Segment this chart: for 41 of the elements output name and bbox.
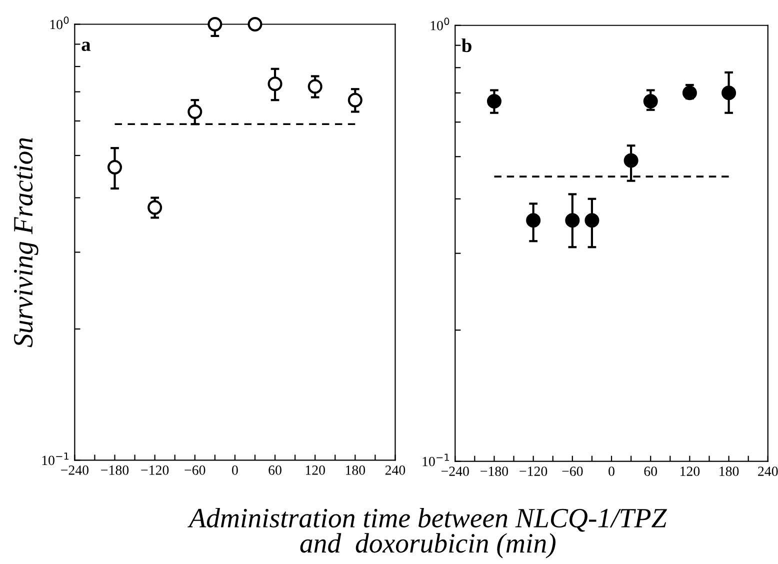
point xyxy=(486,94,502,108)
x-tick-label: −120 xyxy=(141,465,169,475)
point xyxy=(108,160,122,174)
x-tick-label: −60 xyxy=(184,465,206,475)
point xyxy=(188,104,202,119)
x-tick-label: 60 xyxy=(268,465,282,475)
x-tick-label: −120 xyxy=(520,466,548,476)
x-tick-label: 60 xyxy=(644,466,658,476)
x-tick-label: 180 xyxy=(720,466,739,476)
point xyxy=(268,76,282,92)
x-tick-label: 120 xyxy=(306,465,325,475)
x-tick-label: −180 xyxy=(101,465,129,475)
point xyxy=(148,200,162,215)
point xyxy=(208,16,222,32)
y-tick-label: 10$^{−1}$ xyxy=(422,454,449,466)
point xyxy=(308,79,322,94)
point xyxy=(584,213,600,228)
x-tick-label: 120 xyxy=(680,466,700,476)
y-tick-label: 10$^{−1}$ xyxy=(42,452,69,466)
y-axis-title: Surviving Fraction xyxy=(14,138,38,348)
point xyxy=(526,213,541,228)
point xyxy=(643,94,658,108)
x-tick-label: 180 xyxy=(346,465,366,475)
point xyxy=(565,213,580,228)
x-axis-title: Administration time between NLCQ-1/TPZ and doxorubicin (min) xyxy=(188,508,667,558)
y-tick-label: 10$^{0}$ xyxy=(50,16,69,30)
annotation: b xyxy=(462,38,472,52)
x-tick-label: −180 xyxy=(480,466,508,476)
point xyxy=(624,153,638,168)
x-tick-label: −60 xyxy=(562,466,583,476)
annotation: a xyxy=(82,42,91,52)
x-tick-label: −240 xyxy=(61,465,88,475)
point xyxy=(348,92,362,108)
x-tick-label: 0 xyxy=(608,466,614,476)
point xyxy=(722,86,736,100)
y-tick-label: 10$^{0}$ xyxy=(430,18,450,30)
x-tick-label: 240 xyxy=(385,465,406,475)
point xyxy=(248,16,262,32)
x-tick-label: 0 xyxy=(232,465,238,475)
x-tick-label: 240 xyxy=(758,466,778,476)
x-tick-label: −240 xyxy=(441,466,469,476)
